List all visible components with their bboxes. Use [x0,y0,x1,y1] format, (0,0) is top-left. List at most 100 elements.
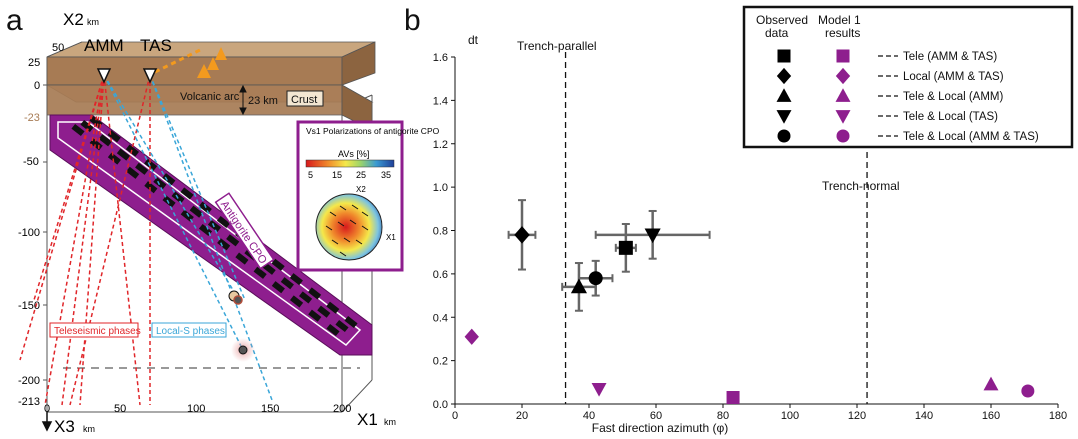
slab-fabric-mark [235,252,249,265]
x3-axis-unit: km [83,424,95,434]
slab-fabric-mark [317,305,331,318]
slab-fabric-mark [217,238,231,251]
x1-axis-unit: km [384,417,396,427]
slab-fabric-mark [335,319,349,333]
legend-model-circle-icon [836,129,850,143]
slab-fabric-mark [253,266,267,279]
cpo-inset: Vs1 Polarizations of antigorite CPO AVs … [296,120,440,272]
x-tick-label: 100 [781,410,799,422]
error-bars [507,199,711,312]
legend-model-triangle-up-icon [835,88,851,102]
legend-model-triangle-down-icon [835,110,851,124]
x2-tick: -50 [23,156,39,168]
legend-row-label: Tele & Local (TAS) [903,111,998,123]
slab-fabric-mark [80,119,94,133]
y-tick-label: 0.6 [433,269,448,281]
slab-fabric-mark [262,262,276,275]
slab-fabric-mark [162,195,176,208]
x-tick-label: 0 [452,410,458,422]
x2-tick: -213 [18,396,40,408]
x2-tick: -100 [18,227,40,239]
slab-fabric-mark [144,158,158,171]
slab-fabric-mark [180,209,194,222]
slab-fabric-mark [280,277,294,290]
teleseismic-label: Teleseismic phases [54,326,141,337]
y-tick-label: 1.2 [433,139,448,151]
x-tick-label: 120 [848,410,866,422]
x2-axis-unit: km [87,17,99,27]
y-tick-label: 1.6 [433,52,448,64]
observed-triangle-down-point [644,228,661,244]
x2-tick: -23 [24,112,40,124]
x-tick-label: 180 [1049,410,1067,422]
local-label: Local-S phases [156,326,225,337]
model-square-point [726,390,740,404]
legend-model-square-icon [836,49,850,63]
antigorite-slab [49,114,373,356]
y-tick-label: 0.8 [433,226,448,238]
slab-fabric-mark [326,301,340,314]
slab-fabric-mark [226,234,240,247]
panel-b: b 0 20 40 60 80 100 120 140 160 180 0.0 0.2 0.4 0.6 0.… [404,4,1074,435]
x1-tick-labels: 0 50 100 150 200 [44,403,351,415]
model-circle-point [1021,384,1035,398]
slab-fabric-mark [271,258,285,271]
x2-tick: -150 [18,300,40,312]
legend-model-diamond-icon [835,67,851,85]
colorbar-label: AVs [%] [338,149,369,159]
x-tick-label: 160 [982,410,1000,422]
station-label-tas: TAS [140,36,172,55]
panel-letter-a: a [6,4,23,37]
inset-title: Vs1 Polarizations of antigorite CPO [306,126,440,136]
x2-tick: 0 [34,80,40,92]
x-tick-label: 140 [915,410,933,422]
x1-tick: 0 [44,403,50,415]
colorbar [305,159,395,168]
panel-letter-b: b [404,4,421,37]
slab-fabric-mark [135,162,149,175]
x1-tick: 50 [114,403,126,415]
tele-label-box [49,322,139,338]
pole-figure [315,193,383,261]
inset-axis-x2: X2 [356,185,366,194]
trench-normal-label: Trench-normal [822,179,900,193]
crust-label: Crust [291,94,317,106]
x1-tick: 100 [187,403,205,415]
slab-fabric-mark [153,177,167,190]
colorbar-tick: 35 [381,170,391,180]
x2-tick: 50 [52,42,64,54]
observed-square-point [618,240,633,255]
x-tick-label: 20 [516,410,528,422]
scatter-plot: 0 20 40 60 80 100 120 140 160 180 0.0 0.2 0.4 0.6 0.8 1… [433,52,1067,422]
observed-diamond-point [514,226,530,244]
slab-fabric-mark [144,181,158,194]
slab-fabric-mark [289,273,303,286]
slab-fabric-mark [89,115,103,129]
slab-fabric-mark [298,291,313,304]
panel-a: a X2 km Volcanic arc Crust [6,4,440,436]
x2-axis-label: X2 [63,10,84,29]
inset-axis-x1: X1 [386,233,396,242]
reference-lines [564,52,868,404]
y-tick-label: 0.4 [433,312,448,324]
legend-observed-triangle-up-icon [776,88,792,102]
slab-fabric-mark [216,215,231,229]
observed-triangle-up-point [570,278,587,294]
crust-label-box [286,90,324,107]
slab-fabric-mark [71,123,85,137]
legend-col-observed: Observed data [756,13,808,40]
x-tick-label: 60 [650,410,662,422]
data-points [464,226,1035,404]
legend-observed-circle-icon [777,129,791,143]
axes: 0 20 40 60 80 100 120 140 160 180 0.0 0.2 0.4 0.6 0.8 1… [433,52,1067,422]
y-tick-label: 0.0 [433,399,448,411]
slab-fabric-mark [189,205,203,218]
y-axis-label: dt [468,33,479,47]
volcanic-arc-label: Volcanic arc [180,91,240,103]
legend: Observed data Model 1 results Tele (AMM & … [742,5,1074,149]
slab-fabric-mark [107,152,122,165]
slab-fabric-mark [89,138,103,151]
earthquake-events [228,290,255,362]
slab-fabric-mark [116,148,131,161]
